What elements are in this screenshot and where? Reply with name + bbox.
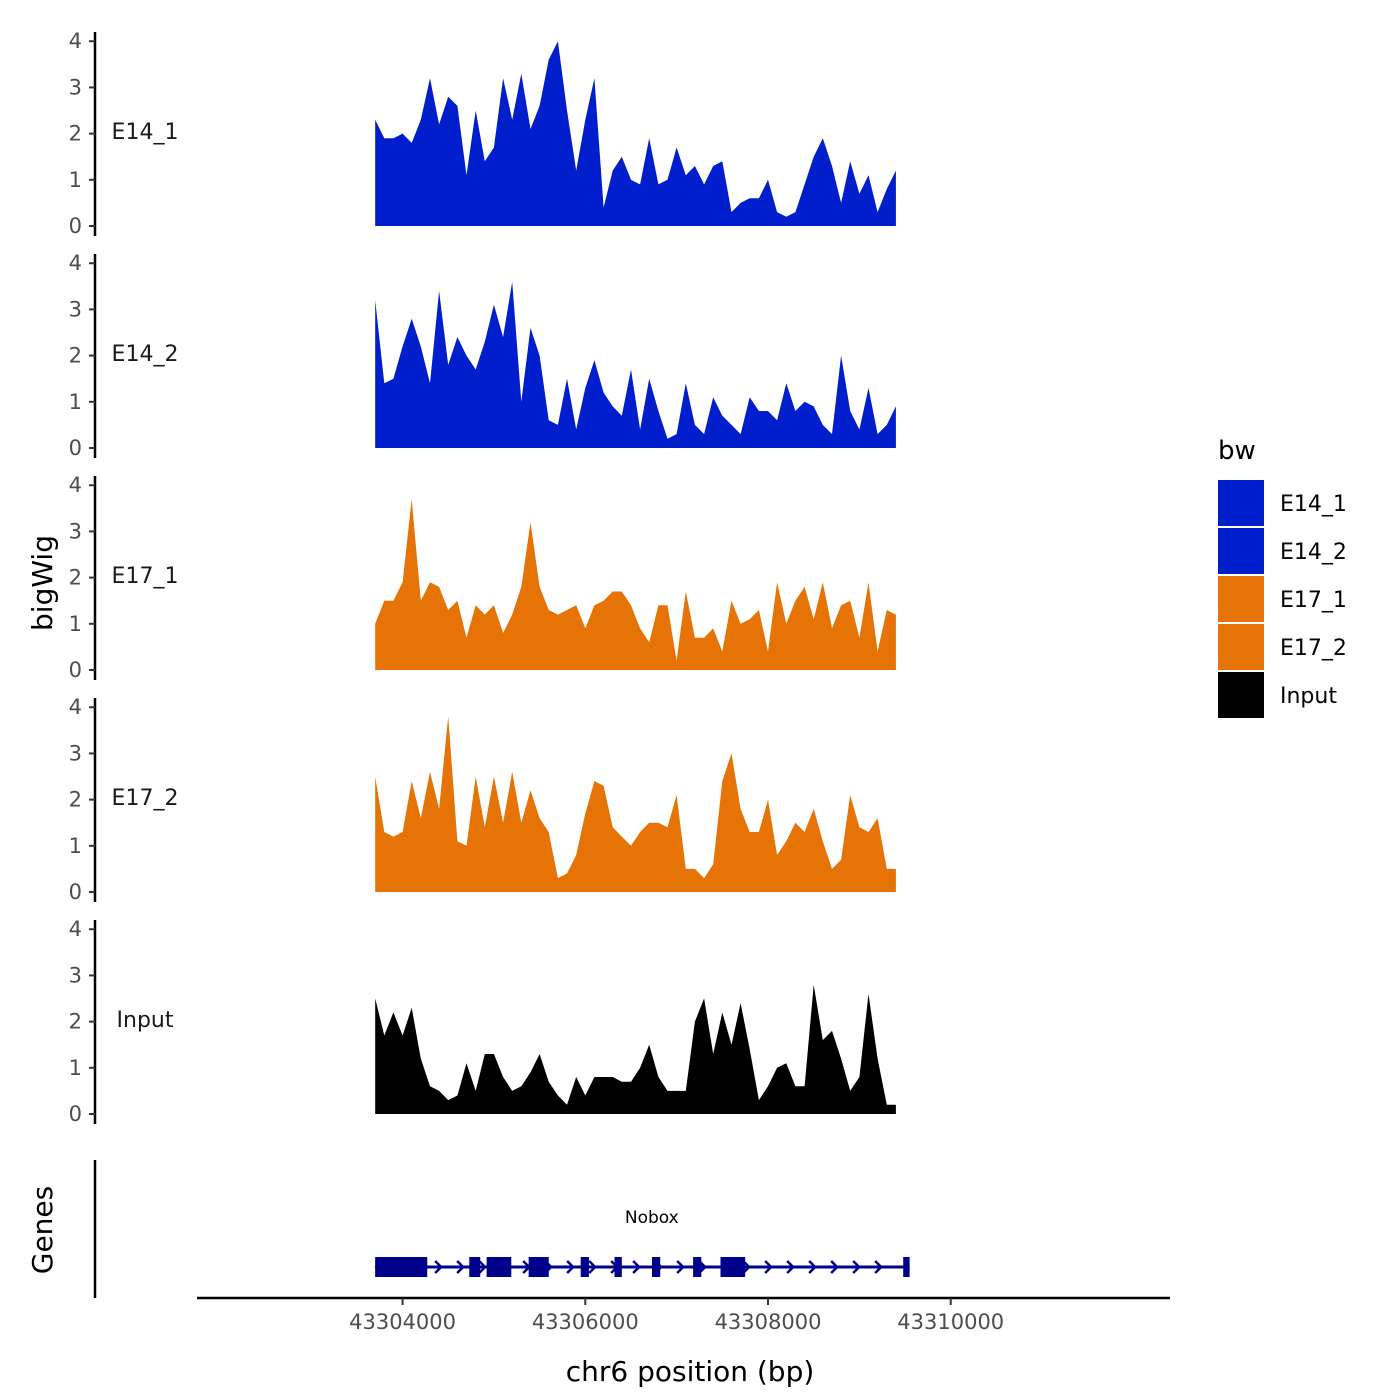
y-tick-label: 4 bbox=[69, 473, 82, 497]
strand-arrow bbox=[676, 1260, 685, 1274]
strand-arrow bbox=[830, 1260, 839, 1274]
track-label: Input bbox=[117, 1008, 174, 1033]
y-tick-label: 1 bbox=[69, 1056, 82, 1080]
y-tick-label: 4 bbox=[69, 251, 82, 275]
coverage-area bbox=[375, 984, 896, 1114]
strand-arrow bbox=[588, 1260, 597, 1274]
legend-item-e17-1: E17_1 bbox=[1218, 576, 1347, 622]
coverage-area bbox=[375, 281, 896, 448]
y-tick-label: 1 bbox=[69, 168, 82, 192]
coverage-area bbox=[375, 499, 896, 670]
y-tick-label: 0 bbox=[69, 658, 82, 682]
genes-panel: Genes Nobox bbox=[26, 1160, 910, 1298]
y-tick-label: 3 bbox=[69, 519, 82, 543]
gene-exon bbox=[720, 1257, 746, 1277]
track-label: E17_2 bbox=[112, 786, 179, 811]
y-tick-label: 2 bbox=[69, 566, 82, 590]
track-e17-1: 0 1 2 3 4 E17_1 bbox=[69, 473, 896, 682]
strand-arrow bbox=[434, 1260, 443, 1274]
gene-exon bbox=[486, 1257, 512, 1277]
legend-label: Input bbox=[1280, 684, 1337, 709]
genes-panel-title: Genes bbox=[26, 1186, 59, 1274]
y-tick-label: 1 bbox=[69, 612, 82, 636]
legend-label: E17_2 bbox=[1280, 636, 1347, 661]
legend-swatch bbox=[1218, 528, 1264, 574]
legend-title: bw bbox=[1218, 436, 1256, 466]
strand-arrow bbox=[764, 1260, 773, 1274]
x-axis: 43304000 43306000 43308000 43310000 bbox=[197, 1296, 1170, 1334]
y-tick-label: 2 bbox=[69, 788, 82, 812]
legend-item-input: Input bbox=[1218, 672, 1337, 718]
gene-exon bbox=[693, 1257, 702, 1277]
legend-item-e17-2: E17_2 bbox=[1218, 624, 1347, 670]
legend-swatch bbox=[1218, 624, 1264, 670]
gene-exon bbox=[580, 1257, 589, 1277]
y-tick-label: 4 bbox=[69, 917, 82, 941]
legend-item-e14-2: E14_2 bbox=[1218, 528, 1347, 574]
strand-arrow bbox=[478, 1260, 487, 1274]
track-label: E14_2 bbox=[112, 342, 179, 367]
gene-name-label: Nobox bbox=[625, 1208, 679, 1228]
strand-arrow bbox=[566, 1260, 575, 1274]
legend-swatch bbox=[1218, 480, 1264, 526]
gene-exon bbox=[614, 1257, 622, 1277]
strand-arrow bbox=[852, 1260, 861, 1274]
y-tick-label: 4 bbox=[69, 29, 82, 53]
gene-exon bbox=[469, 1257, 481, 1277]
strand-arrow bbox=[808, 1260, 817, 1274]
legend: bw E14_1 E14_2 E17_1 E17_2 Input bbox=[1218, 436, 1347, 718]
y-tick-label: 1 bbox=[69, 834, 82, 858]
y-tick-label: 2 bbox=[69, 122, 82, 146]
y-tick-label: 2 bbox=[69, 1010, 82, 1034]
track-e17-2: 0 1 2 3 4 E17_2 bbox=[69, 695, 896, 904]
y-tick-label: 2 bbox=[69, 344, 82, 368]
y-tick-label: 1 bbox=[69, 390, 82, 414]
strand-arrow bbox=[456, 1260, 465, 1274]
y-tick-label: 3 bbox=[69, 741, 82, 765]
x-tick-label: 43306000 bbox=[532, 1310, 639, 1334]
gene-exon bbox=[651, 1257, 661, 1277]
coverage-area bbox=[375, 41, 896, 227]
gene-nobox: Nobox bbox=[375, 1208, 910, 1277]
legend-label: E14_1 bbox=[1280, 492, 1347, 517]
x-tick-label: 43308000 bbox=[715, 1310, 822, 1334]
y-tick-label: 0 bbox=[69, 214, 82, 238]
coverage-area bbox=[375, 716, 896, 892]
y-tick-label: 3 bbox=[69, 297, 82, 321]
legend-item-e14-1: E14_1 bbox=[1218, 480, 1347, 526]
x-tick-label: 43304000 bbox=[349, 1310, 456, 1334]
strand-arrow bbox=[632, 1260, 641, 1274]
strand-arrow bbox=[786, 1260, 795, 1274]
gene-exon bbox=[528, 1257, 549, 1277]
y-axis-title: bigWig bbox=[26, 535, 59, 631]
gene-exon bbox=[375, 1257, 428, 1277]
track-e14-2: 0 1 2 3 4 E14_2 bbox=[69, 251, 896, 460]
y-tick-label: 0 bbox=[69, 436, 82, 460]
legend-label: E17_1 bbox=[1280, 588, 1347, 613]
y-tick-label: 3 bbox=[69, 75, 82, 99]
track-e14-1: 0 1 2 3 4 E14_1 bbox=[69, 29, 896, 238]
legend-swatch bbox=[1218, 576, 1264, 622]
track-label: E17_1 bbox=[112, 564, 179, 589]
y-tick-label: 4 bbox=[69, 695, 82, 719]
y-tick-label: 3 bbox=[69, 963, 82, 987]
track-label: E14_1 bbox=[112, 120, 179, 145]
y-tick-label: 0 bbox=[69, 1102, 82, 1126]
bigwig-tracks: 0 1 2 3 4 E14_1 0 1 2 3 4 E14_2 0 1 2 3 4 E17_1 0 1 2 3 4 E17_2… bbox=[69, 29, 896, 1126]
x-axis-title: chr6 position (bp) bbox=[566, 1355, 815, 1388]
x-tick-label: 43310000 bbox=[897, 1310, 1004, 1334]
track-input: 0 1 2 3 4 Input bbox=[69, 917, 896, 1126]
gene-exon bbox=[903, 1257, 910, 1277]
legend-label: E14_2 bbox=[1280, 540, 1347, 565]
strand-arrow bbox=[874, 1260, 883, 1274]
legend-swatch bbox=[1218, 672, 1264, 718]
y-tick-label: 0 bbox=[69, 880, 82, 904]
